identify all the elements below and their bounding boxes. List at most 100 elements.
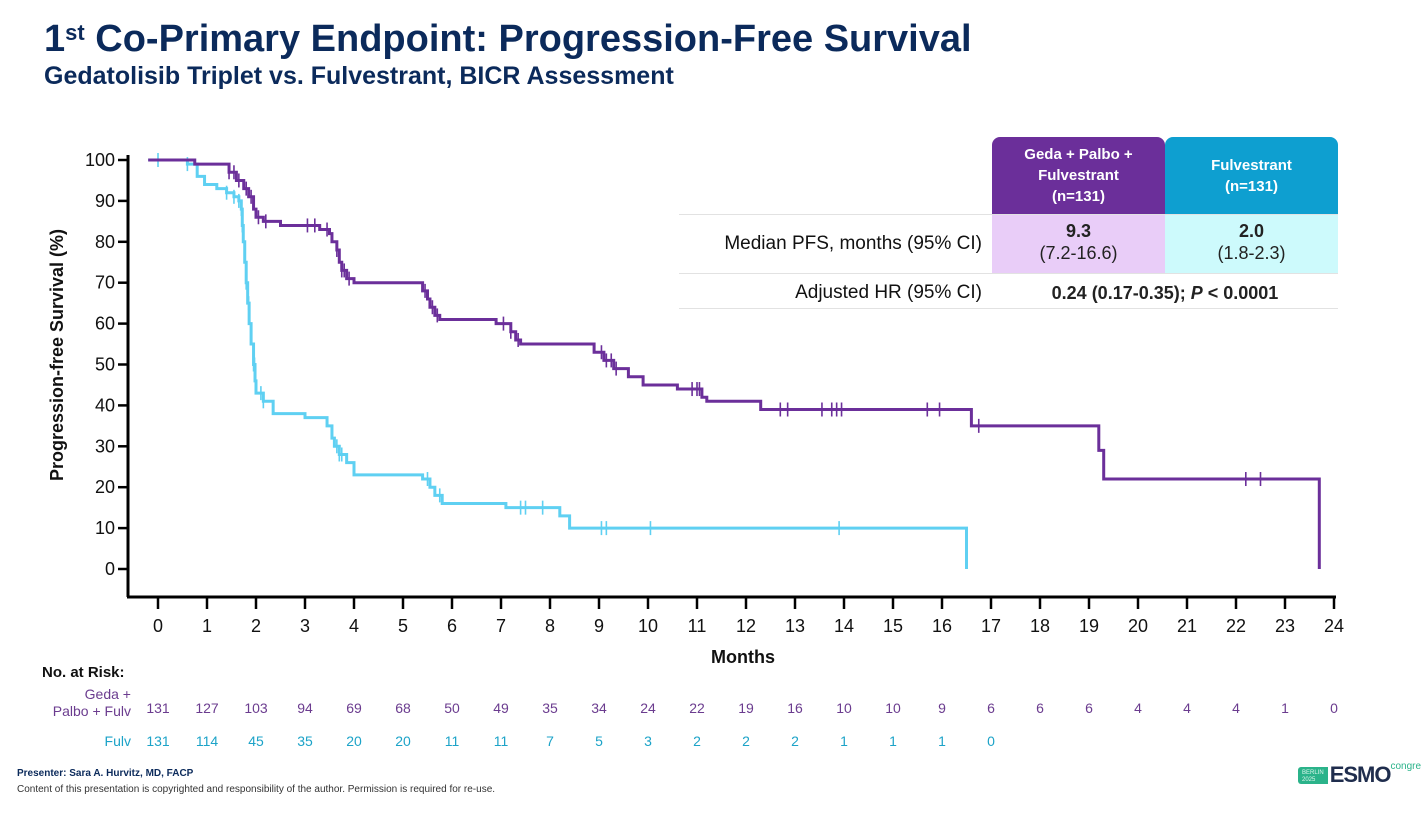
x-tick-label: 24 bbox=[1324, 616, 1344, 636]
at-risk-label-line: Palbo + Fulv bbox=[52, 703, 131, 719]
at-risk-value-fulv: 2 bbox=[742, 733, 750, 749]
median-pfs-fulv-ci: (1.8-2.3) bbox=[1217, 243, 1286, 263]
at-risk-value-fulv: 11 bbox=[444, 733, 460, 749]
at-risk-value-fulv: 114 bbox=[195, 733, 219, 749]
at-risk-value-geda: 34 bbox=[591, 700, 607, 716]
p-label: P bbox=[1190, 283, 1203, 303]
at-risk-value-fulv: 2 bbox=[693, 733, 701, 749]
x-tick-label: 11 bbox=[688, 616, 707, 636]
at-risk-value-geda: 94 bbox=[297, 700, 313, 716]
at-risk-value-geda: 10 bbox=[836, 700, 852, 716]
x-tick-label: 23 bbox=[1275, 616, 1295, 636]
at-risk-value-geda: 103 bbox=[244, 700, 268, 716]
at-risk-value-fulv: 45 bbox=[248, 733, 264, 749]
table-divider bbox=[679, 308, 1338, 309]
y-tick-label: 30 bbox=[95, 436, 115, 456]
table-header-fulvestrant: Fulvestrant (n=131) bbox=[1165, 137, 1338, 214]
logo-year: 2025 bbox=[1302, 776, 1316, 783]
at-risk-value-geda: 4 bbox=[1183, 700, 1191, 716]
at-risk-value-fulv: 20 bbox=[395, 733, 411, 749]
x-tick-label: 3 bbox=[300, 616, 310, 636]
table-divider bbox=[679, 273, 1338, 274]
x-tick-label: 22 bbox=[1226, 616, 1246, 636]
at-risk-value-fulv: 11 bbox=[493, 733, 509, 749]
at-risk-value-fulv: 1 bbox=[840, 733, 848, 749]
at-risk-value-fulv: 2 bbox=[791, 733, 799, 749]
y-tick-label: 90 bbox=[95, 191, 115, 211]
y-tick-label: 50 bbox=[95, 355, 115, 375]
at-risk-label-line: Geda + bbox=[84, 686, 131, 702]
at-risk-value-geda: 131 bbox=[146, 700, 170, 716]
title-superscript: st bbox=[65, 20, 85, 45]
at-risk-value-geda: 6 bbox=[987, 700, 995, 716]
table-header-line: (n=131) bbox=[1225, 177, 1278, 195]
x-tick-label: 20 bbox=[1128, 616, 1148, 636]
x-tick-label: 18 bbox=[1030, 616, 1050, 636]
y-tick-label: 100 bbox=[85, 150, 115, 170]
x-tick-label: 15 bbox=[883, 616, 903, 636]
at-risk-value-geda: 9 bbox=[938, 700, 946, 716]
x-tick-label: 16 bbox=[932, 616, 952, 636]
at-risk-value-geda: 24 bbox=[640, 700, 656, 716]
logo-city: BERLIN 2025 bbox=[1298, 766, 1328, 784]
table-header-geda: Geda + Palbo + Fulvestrant (n=131) bbox=[992, 137, 1165, 214]
y-tick-label: 20 bbox=[95, 477, 115, 497]
x-tick-label: 2 bbox=[251, 616, 261, 636]
at-risk-value-geda: 49 bbox=[493, 700, 509, 716]
median-pfs-geda-ci: (7.2-16.6) bbox=[1039, 243, 1118, 263]
at-risk-value-geda: 10 bbox=[885, 700, 901, 716]
at-risk-value-geda: 1 bbox=[1281, 700, 1289, 716]
at-risk-value-fulv: 20 bbox=[346, 733, 362, 749]
title-prefix: 1 bbox=[44, 18, 66, 60]
at-risk-value-fulv: 35 bbox=[297, 733, 313, 749]
y-axis-label: Progression-free Survival (%) bbox=[47, 229, 67, 481]
x-tick-label: 14 bbox=[834, 616, 854, 636]
table-header-line: (n=131) bbox=[1052, 188, 1105, 205]
hazard-ratio-value: 0.24 (0.17-0.35); P < 0.0001 bbox=[992, 282, 1338, 304]
x-tick-label: 12 bbox=[736, 616, 756, 636]
x-axis-label: Months bbox=[711, 647, 775, 667]
median-pfs-label: Median PFS, months (95% CI) bbox=[724, 233, 982, 254]
chart-curves bbox=[148, 153, 1321, 569]
y-tick-label: 60 bbox=[95, 314, 115, 334]
x-tick-label: 17 bbox=[981, 616, 1001, 636]
at-risk-title: No. at Risk: bbox=[42, 664, 125, 681]
table-divider bbox=[679, 214, 1338, 215]
hazard-ratio-label: Adjusted HR (95% CI) bbox=[795, 282, 982, 303]
at-risk-value-fulv: 7 bbox=[546, 733, 554, 749]
at-risk-value-geda: 50 bbox=[444, 700, 460, 716]
table-header-line: Geda + Palbo + bbox=[1024, 146, 1133, 163]
x-tick-label: 8 bbox=[545, 616, 555, 636]
median-pfs-fulv-value: 2.0 bbox=[1238, 221, 1265, 241]
x-tick-label: 1 bbox=[202, 616, 212, 636]
median-pfs-geda-value: 9.3 bbox=[1065, 221, 1092, 241]
at-risk-value-geda: 127 bbox=[195, 700, 219, 716]
copyright-notice: Content of this presentation is copyrigh… bbox=[17, 784, 496, 795]
y-tick-label: 70 bbox=[95, 273, 115, 293]
at-risk-value-geda: 68 bbox=[395, 700, 411, 716]
table-header-line: Fulvestrant bbox=[1038, 167, 1119, 184]
at-risk-label-fulv: Fulv bbox=[105, 733, 131, 750]
at-risk-value-geda: 6 bbox=[1036, 700, 1044, 716]
at-risk-value-geda: 22 bbox=[689, 700, 705, 716]
x-tick-label: 0 bbox=[153, 616, 163, 636]
table-header-line: Fulvestrant bbox=[1211, 156, 1292, 174]
logo-city-name: BERLIN bbox=[1302, 769, 1324, 776]
y-tick-label: 40 bbox=[95, 395, 115, 415]
x-tick-label: 21 bbox=[1177, 616, 1197, 636]
at-risk-value-fulv: 3 bbox=[644, 733, 652, 749]
km-curve-geda bbox=[148, 158, 1321, 569]
at-risk-value-fulv: 1 bbox=[938, 733, 946, 749]
at-risk-value-geda: 69 bbox=[346, 700, 362, 716]
page-title: 1st Co-Primary Endpoint: Progression-Fre… bbox=[44, 18, 972, 61]
presenter-credit: Presenter: Sara A. Hurvitz, MD, FACP bbox=[17, 768, 194, 779]
table-header-label: Geda + Palbo + Fulvestrant (n=131) bbox=[1024, 144, 1132, 207]
at-risk-value-geda: 6 bbox=[1085, 700, 1093, 716]
at-risk-value-geda: 19 bbox=[738, 700, 754, 716]
at-risk-label-geda: Geda + Palbo + Fulv bbox=[53, 686, 131, 720]
x-tick-label: 6 bbox=[447, 616, 457, 636]
at-risk-label-line: Fulv bbox=[104, 733, 131, 749]
median-pfs-fulv-cell: 2.0 (1.8-2.3) bbox=[1165, 215, 1338, 273]
